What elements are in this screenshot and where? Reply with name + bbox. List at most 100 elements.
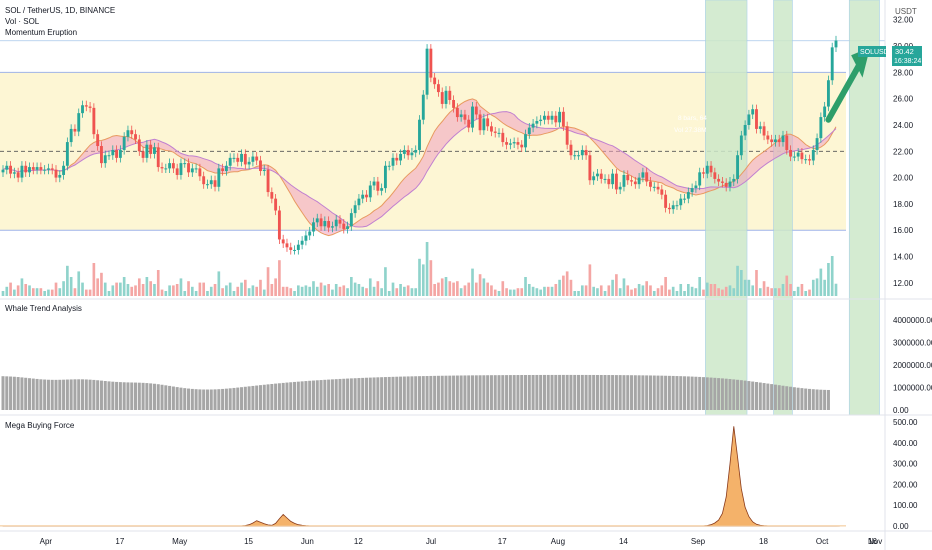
- whale-bar[interactable]: [667, 375, 671, 410]
- candle-body[interactable]: [194, 168, 198, 170]
- candle-body[interactable]: [565, 126, 569, 145]
- whale-bar[interactable]: [327, 379, 331, 410]
- whale-bar[interactable]: [592, 374, 596, 410]
- whale-bar[interactable]: [489, 375, 493, 410]
- whale-bar[interactable]: [664, 375, 668, 410]
- candle-body[interactable]: [330, 226, 334, 228]
- whale-bar[interactable]: [12, 376, 16, 410]
- candle-body[interactable]: [62, 165, 66, 175]
- candle-body[interactable]: [789, 149, 793, 157]
- candle-body[interactable]: [524, 134, 527, 148]
- whale-bar[interactable]: [561, 374, 565, 410]
- candle-body[interactable]: [584, 149, 588, 156]
- whale-bar[interactable]: [175, 387, 179, 410]
- candle-body[interactable]: [28, 167, 31, 173]
- candle-body[interactable]: [58, 174, 62, 178]
- whale-bar[interactable]: [709, 377, 713, 410]
- whale-bar[interactable]: [247, 386, 251, 410]
- whale-bar[interactable]: [285, 382, 289, 410]
- whale-bar[interactable]: [141, 382, 145, 410]
- whale-bar[interactable]: [236, 387, 240, 410]
- whale-bar[interactable]: [467, 375, 471, 410]
- candle-body[interactable]: [527, 127, 531, 135]
- whale-bar[interactable]: [614, 375, 618, 410]
- candle-body[interactable]: [660, 189, 664, 195]
- candle-body[interactable]: [474, 106, 478, 115]
- candle-body[interactable]: [577, 155, 580, 157]
- candle-body[interactable]: [781, 135, 785, 143]
- candle-body[interactable]: [467, 119, 471, 128]
- whale-bar[interactable]: [626, 375, 630, 410]
- whale-bar[interactable]: [701, 377, 705, 410]
- whale-bar[interactable]: [728, 379, 732, 410]
- whale-bar[interactable]: [73, 379, 77, 410]
- whale-bar[interactable]: [743, 380, 747, 410]
- whale-bar[interactable]: [671, 375, 675, 410]
- candle-body[interactable]: [81, 105, 84, 114]
- whale-bar[interactable]: [577, 374, 581, 410]
- candle-body[interactable]: [243, 153, 247, 165]
- whale-bar[interactable]: [5, 376, 9, 410]
- candle-body[interactable]: [834, 40, 838, 48]
- whale-bar[interactable]: [402, 376, 406, 410]
- whale-bar[interactable]: [209, 389, 213, 410]
- candle-body[interactable]: [508, 143, 512, 145]
- candle-body[interactable]: [103, 155, 107, 164]
- candle-body[interactable]: [501, 132, 505, 143]
- whale-bar[interactable]: [315, 380, 319, 410]
- candle-body[interactable]: [535, 121, 539, 124]
- candle-body[interactable]: [5, 165, 9, 170]
- candle-body[interactable]: [35, 167, 39, 170]
- whale-bar[interactable]: [599, 375, 603, 410]
- whale-bar[interactable]: [46, 379, 50, 410]
- candle-body[interactable]: [490, 126, 493, 132]
- whale-bar[interactable]: [187, 388, 191, 410]
- candle-body[interactable]: [164, 168, 168, 170]
- whale-bar[interactable]: [258, 385, 262, 410]
- candle-body[interactable]: [698, 172, 702, 186]
- candle-body[interactable]: [690, 188, 694, 193]
- candle-body[interactable]: [168, 163, 172, 169]
- whale-bar[interactable]: [470, 375, 475, 410]
- candle-body[interactable]: [414, 149, 418, 153]
- whale-bar[interactable]: [474, 375, 478, 410]
- whale-bar[interactable]: [762, 383, 766, 410]
- candle-body[interactable]: [217, 168, 221, 187]
- candle-body[interactable]: [686, 192, 690, 199]
- whale-bar[interactable]: [539, 374, 543, 410]
- candle-body[interactable]: [179, 163, 183, 175]
- whale-bar[interactable]: [262, 384, 266, 410]
- candle-body[interactable]: [247, 161, 251, 165]
- whale-bar[interactable]: [751, 381, 755, 410]
- candle-body[interactable]: [497, 132, 501, 134]
- candle-body[interactable]: [213, 180, 217, 187]
- candle-body[interactable]: [308, 231, 312, 236]
- whale-bar[interactable]: [732, 379, 736, 410]
- whale-bar[interactable]: [168, 385, 172, 410]
- whale-bar[interactable]: [92, 379, 96, 410]
- candle-body[interactable]: [505, 142, 509, 145]
- whale-bar[interactable]: [221, 388, 225, 410]
- whale-bar[interactable]: [785, 386, 789, 410]
- candle-body[interactable]: [383, 165, 387, 189]
- candle-body[interactable]: [251, 156, 255, 162]
- whale-bar[interactable]: [792, 387, 796, 410]
- whale-bar[interactable]: [383, 377, 387, 410]
- whale-bar[interactable]: [694, 376, 698, 410]
- candle-body[interactable]: [259, 160, 262, 172]
- whale-bar[interactable]: [705, 377, 709, 410]
- candle-body[interactable]: [209, 180, 213, 185]
- whale-bar[interactable]: [796, 387, 800, 410]
- whale-bar[interactable]: [505, 375, 509, 410]
- whale-bar[interactable]: [493, 375, 497, 410]
- whale-bar[interactable]: [202, 389, 206, 410]
- whale-bar[interactable]: [372, 377, 376, 410]
- candle-body[interactable]: [819, 117, 823, 139]
- whale-bar[interactable]: [293, 381, 297, 410]
- candle-body[interactable]: [766, 135, 770, 140]
- candle-body[interactable]: [289, 247, 293, 250]
- candle-body[interactable]: [130, 130, 134, 135]
- whale-bar[interactable]: [134, 382, 138, 410]
- whale-bar[interactable]: [781, 385, 785, 410]
- whale-bar[interactable]: [194, 389, 198, 410]
